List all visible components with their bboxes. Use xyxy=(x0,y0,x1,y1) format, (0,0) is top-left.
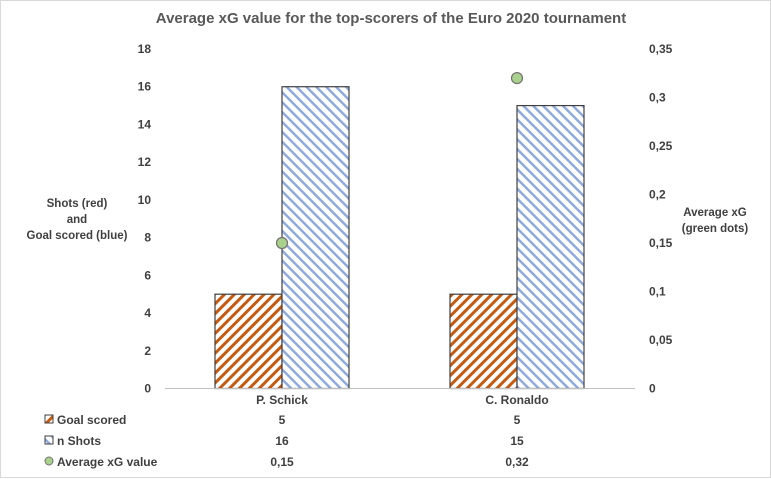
left-tick-label: 12 xyxy=(138,155,152,169)
table-value: 5 xyxy=(279,413,286,427)
right-axis-label-line: Average xG xyxy=(683,207,747,219)
legend-series-name: Goal scored xyxy=(57,413,126,427)
right-tick-label: 0,3 xyxy=(649,91,666,105)
table-value: 0,32 xyxy=(505,455,529,469)
left-tick-label: 14 xyxy=(138,117,152,131)
table-value: 0,15 xyxy=(270,455,294,469)
xg-dot xyxy=(510,71,524,85)
legend-series-name: Average xG value xyxy=(57,455,158,469)
bar-n-shots xyxy=(516,104,585,390)
legend-key-goal-scored xyxy=(44,414,54,424)
left-axis-ticks: 0 2 4 6 8 10 12 14 16 18 xyxy=(138,42,152,396)
right-axis-label-line: (green dots) xyxy=(682,223,749,235)
data-table: P. Schick C. Ronaldo Goal scored 5 5 n Shots 1… xyxy=(44,393,549,469)
right-tick-label: 0 xyxy=(649,382,656,396)
left-tick-label: 8 xyxy=(144,231,151,245)
table-value: 16 xyxy=(275,434,289,448)
table-value: 5 xyxy=(514,413,521,427)
left-tick-label: 18 xyxy=(138,42,152,56)
right-tick-label: 0,25 xyxy=(649,139,673,153)
right-tick-label: 0,1 xyxy=(649,285,666,299)
chart-title: Average xG value for the top-scorers of … xyxy=(156,10,626,27)
left-axis-label: Shots (red) and Goal scored (blue) xyxy=(27,198,128,242)
legend-series-name: n Shots xyxy=(57,434,101,448)
bar-goal-scored xyxy=(214,293,283,390)
left-tick-label: 0 xyxy=(144,382,151,396)
left-axis-label-line: Goal scored (blue) xyxy=(27,230,128,242)
left-tick-label: 16 xyxy=(138,80,152,94)
right-tick-label: 0,15 xyxy=(649,236,673,250)
left-tick-label: 6 xyxy=(144,268,151,282)
right-axis-label: Average xG (green dots) xyxy=(682,207,749,235)
left-tick-label: 10 xyxy=(138,193,152,207)
right-tick-label: 0,35 xyxy=(649,42,673,56)
category-label: C. Ronaldo xyxy=(485,393,548,407)
right-tick-label: 0,05 xyxy=(649,333,673,347)
xg-dot xyxy=(275,236,289,250)
bars xyxy=(214,86,585,390)
left-axis-label-line: and xyxy=(67,214,87,226)
legend-key-n-shots xyxy=(44,435,54,445)
left-axis-label-line: Shots (red) xyxy=(47,198,108,210)
category-label: P. Schick xyxy=(256,393,308,407)
left-tick-label: 4 xyxy=(144,306,151,320)
left-tick-label: 2 xyxy=(144,344,151,358)
right-tick-label: 0,2 xyxy=(649,188,666,202)
bar-goal-scored xyxy=(449,293,518,390)
legend-key-average-xg xyxy=(44,456,54,466)
right-axis-ticks: 0 0,05 0,1 0,15 0,2 0,25 0,3 0,35 xyxy=(649,42,673,396)
table-value: 15 xyxy=(510,434,524,448)
xg-dots xyxy=(275,71,524,250)
bar-n-shots xyxy=(281,86,350,390)
